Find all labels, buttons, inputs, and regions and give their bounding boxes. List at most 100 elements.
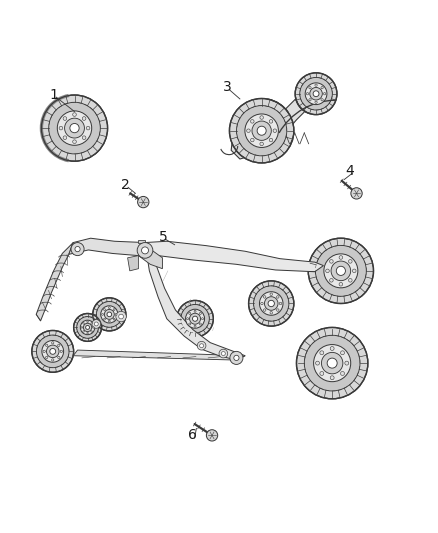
Polygon shape (138, 243, 245, 360)
Circle shape (254, 286, 289, 321)
Circle shape (77, 317, 99, 338)
Circle shape (93, 298, 126, 331)
Circle shape (336, 266, 346, 276)
Circle shape (71, 243, 84, 256)
Circle shape (181, 304, 209, 333)
Circle shape (251, 138, 254, 142)
Circle shape (331, 261, 351, 281)
Circle shape (46, 345, 59, 358)
Circle shape (193, 316, 198, 321)
Circle shape (304, 335, 360, 391)
Circle shape (269, 138, 273, 142)
Text: 4: 4 (345, 164, 354, 177)
Circle shape (32, 330, 74, 372)
Circle shape (82, 136, 86, 140)
Circle shape (57, 111, 92, 146)
Circle shape (320, 372, 324, 375)
Circle shape (252, 121, 271, 140)
Circle shape (42, 341, 64, 362)
Circle shape (197, 341, 206, 350)
Circle shape (315, 101, 317, 103)
Circle shape (113, 318, 115, 320)
Circle shape (315, 84, 317, 86)
Text: 6: 6 (187, 429, 197, 442)
Circle shape (326, 269, 329, 273)
Circle shape (295, 73, 337, 115)
Circle shape (50, 349, 56, 354)
Circle shape (199, 312, 201, 314)
Circle shape (300, 77, 332, 110)
Circle shape (327, 358, 337, 368)
Circle shape (321, 99, 323, 101)
Circle shape (249, 281, 294, 326)
Circle shape (42, 95, 108, 161)
Circle shape (263, 309, 266, 311)
Circle shape (349, 260, 352, 263)
Polygon shape (127, 256, 138, 271)
Circle shape (104, 309, 106, 311)
Circle shape (251, 119, 254, 123)
Circle shape (92, 320, 101, 328)
Circle shape (104, 318, 106, 320)
Circle shape (96, 302, 122, 327)
Circle shape (245, 114, 279, 148)
Circle shape (321, 352, 343, 374)
Circle shape (279, 302, 282, 305)
Circle shape (206, 430, 218, 441)
Circle shape (190, 313, 201, 324)
Circle shape (200, 344, 204, 348)
Circle shape (109, 320, 110, 322)
Text: 5: 5 (159, 230, 168, 244)
Circle shape (219, 349, 228, 358)
Circle shape (324, 93, 326, 95)
Circle shape (119, 314, 124, 319)
Circle shape (63, 117, 67, 120)
Circle shape (353, 269, 356, 273)
Circle shape (230, 99, 294, 163)
Circle shape (73, 140, 76, 143)
Circle shape (92, 327, 94, 328)
Circle shape (189, 312, 191, 314)
Circle shape (305, 83, 327, 104)
Text: 1: 1 (49, 87, 58, 102)
Circle shape (104, 310, 114, 319)
Circle shape (276, 309, 279, 311)
Circle shape (351, 188, 362, 199)
Circle shape (265, 297, 278, 310)
Circle shape (109, 306, 110, 309)
Circle shape (273, 129, 277, 133)
Circle shape (113, 309, 115, 311)
Circle shape (314, 344, 351, 382)
Circle shape (330, 260, 333, 263)
Circle shape (52, 342, 54, 344)
Circle shape (324, 254, 358, 288)
Circle shape (80, 320, 95, 335)
Circle shape (102, 313, 103, 316)
Circle shape (85, 326, 89, 329)
Circle shape (247, 129, 250, 133)
Circle shape (187, 318, 189, 320)
Circle shape (83, 330, 84, 332)
Circle shape (297, 327, 368, 399)
Circle shape (59, 126, 63, 130)
Circle shape (46, 356, 48, 359)
Circle shape (36, 335, 69, 368)
Circle shape (221, 352, 225, 356)
Circle shape (330, 346, 334, 351)
Circle shape (269, 119, 273, 123)
Circle shape (315, 361, 319, 365)
Circle shape (87, 333, 88, 334)
Circle shape (64, 118, 85, 138)
Circle shape (60, 350, 63, 352)
Circle shape (339, 282, 343, 286)
Circle shape (137, 243, 153, 258)
Circle shape (107, 312, 112, 317)
Circle shape (86, 126, 90, 130)
Circle shape (260, 142, 263, 146)
Circle shape (70, 124, 79, 133)
Polygon shape (138, 240, 145, 243)
Circle shape (73, 112, 76, 116)
Circle shape (138, 197, 149, 208)
Circle shape (309, 86, 311, 89)
Circle shape (345, 361, 349, 365)
